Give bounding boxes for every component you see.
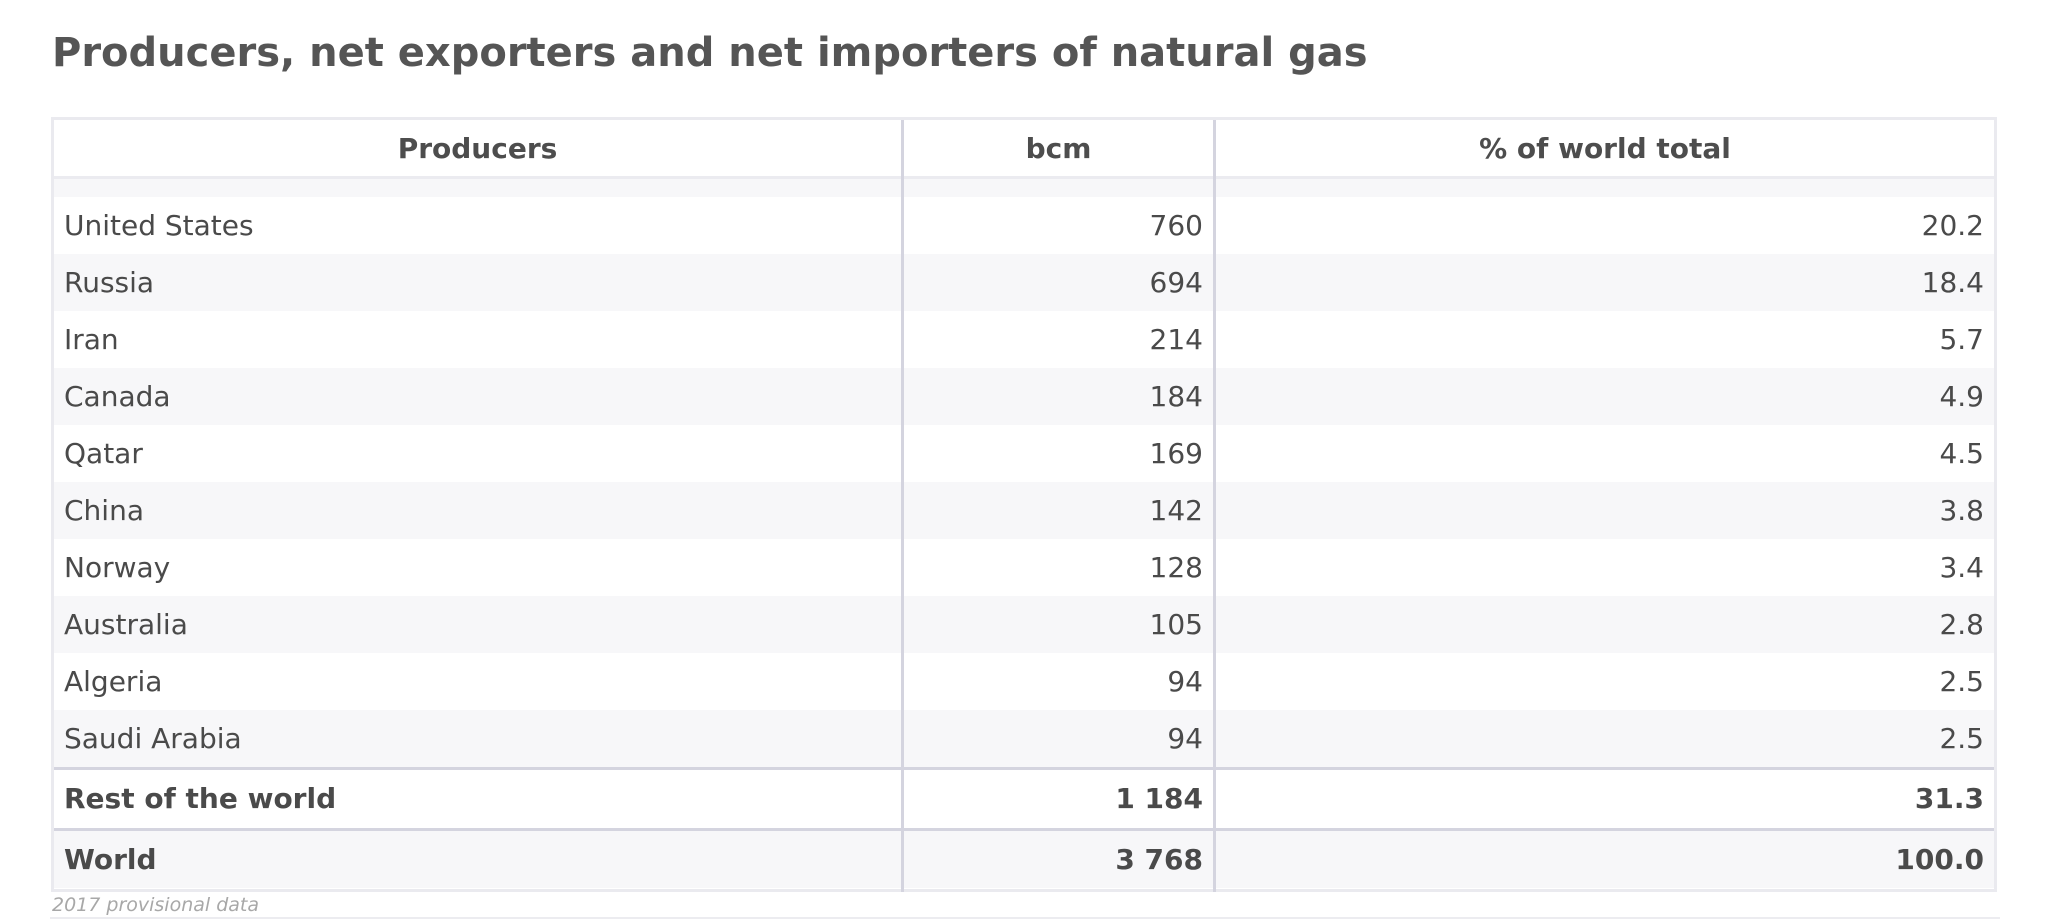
cell-name: World [64, 843, 157, 876]
cell-bcm: 214 [1149, 323, 1203, 356]
cell-bcm: 3 768 [1115, 843, 1203, 876]
cell-name: Saudi Arabia [64, 722, 242, 755]
cell-name: China [64, 494, 144, 527]
cell-percent: 20.2 [1921, 209, 1984, 242]
cell-bcm: 94 [1167, 722, 1203, 755]
table-row: Canada 184 4.9 [54, 368, 1994, 425]
cell-name: Norway [64, 551, 171, 584]
table-row: Russia 694 18.4 [54, 254, 1994, 311]
table-row: China 142 3.8 [54, 482, 1994, 539]
cell-percent: 18.4 [1921, 266, 1984, 299]
table-row: Iran 214 5.7 [54, 311, 1994, 368]
cell-name: Iran [64, 323, 119, 356]
cell-bcm: 1 184 [1115, 782, 1203, 815]
header-producers: Producers [397, 131, 558, 165]
cell-percent: 4.9 [1939, 380, 1984, 413]
cell-bcm: 142 [1149, 494, 1203, 527]
data-table: Producers bcm % of world total United St… [51, 117, 1997, 892]
header-bcm: bcm [1025, 131, 1092, 165]
cell-bcm: 694 [1149, 266, 1203, 299]
table-row: Saudi Arabia 94 2.5 [54, 710, 1994, 767]
table-row: United States 760 20.2 [54, 197, 1994, 254]
cell-name: Canada [64, 380, 171, 413]
footnote: 2017 provisional data [52, 894, 260, 916]
total-row: World 3 768 100.0 [54, 831, 1994, 888]
cell-percent: 5.7 [1939, 323, 1984, 356]
cell-bcm: 94 [1167, 665, 1203, 698]
cell-bcm: 105 [1149, 608, 1203, 641]
cell-percent: 2.5 [1939, 665, 1984, 698]
chart-title: Producers, net exporters and net importe… [52, 30, 1368, 76]
table-header: Producers bcm % of world total [54, 120, 1994, 179]
bottom-divider [50, 917, 2000, 919]
cell-percent: 4.5 [1939, 437, 1984, 470]
cell-bcm: 184 [1149, 380, 1203, 413]
cell-percent: 31.3 [1914, 782, 1984, 815]
column-divider [1213, 120, 1216, 892]
cell-percent: 2.5 [1939, 722, 1984, 755]
cell-percent: 100.0 [1895, 843, 1984, 876]
cell-name: Russia [64, 266, 155, 299]
header-percent: % of world total [1479, 131, 1731, 165]
table-row: Algeria 94 2.5 [54, 653, 1994, 710]
cell-name: Algeria [64, 665, 163, 698]
cell-percent: 3.8 [1939, 494, 1984, 527]
cell-name: Australia [64, 608, 188, 641]
cell-bcm: 169 [1149, 437, 1203, 470]
header-spacer [54, 179, 1994, 197]
table-row: Qatar 169 4.5 [54, 425, 1994, 482]
total-separator [54, 828, 1994, 831]
cell-percent: 2.8 [1939, 608, 1984, 641]
cell-name: United States [64, 209, 254, 242]
table-row: Norway 128 3.4 [54, 539, 1994, 596]
table-row: Australia 105 2.8 [54, 596, 1994, 653]
column-divider [901, 120, 904, 892]
total-row: Rest of the world 1 184 31.3 [54, 770, 1994, 827]
cell-name: Rest of the world [64, 782, 337, 815]
total-separator [54, 767, 1994, 770]
cell-percent: 3.4 [1939, 551, 1984, 584]
cell-name: Qatar [64, 437, 143, 470]
cell-bcm: 128 [1149, 551, 1203, 584]
cell-bcm: 760 [1149, 209, 1203, 242]
